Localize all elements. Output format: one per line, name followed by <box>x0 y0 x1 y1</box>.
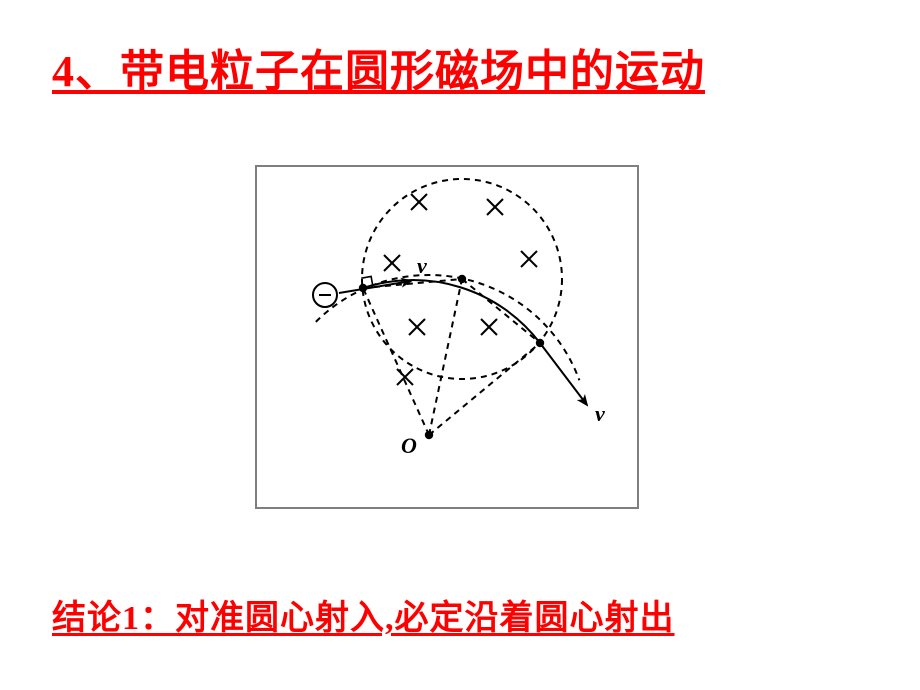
conclusion-text: 结论1：对准圆心射入,必定沿着圆心射出 <box>52 590 868 639</box>
svg-text:O: O <box>401 433 417 458</box>
slide-title: 4、带电粒子在圆形磁场中的运动 <box>52 44 868 99</box>
svg-text:v: v <box>595 401 605 426</box>
physics-diagram: v v O <box>257 167 637 507</box>
diagram-container: v v O <box>255 165 639 509</box>
slide: 4、带电粒子在圆形磁场中的运动 v v O 结论1：对准圆心射入,必定沿着圆心射出 <box>0 0 920 690</box>
svg-text:v: v <box>417 253 427 278</box>
